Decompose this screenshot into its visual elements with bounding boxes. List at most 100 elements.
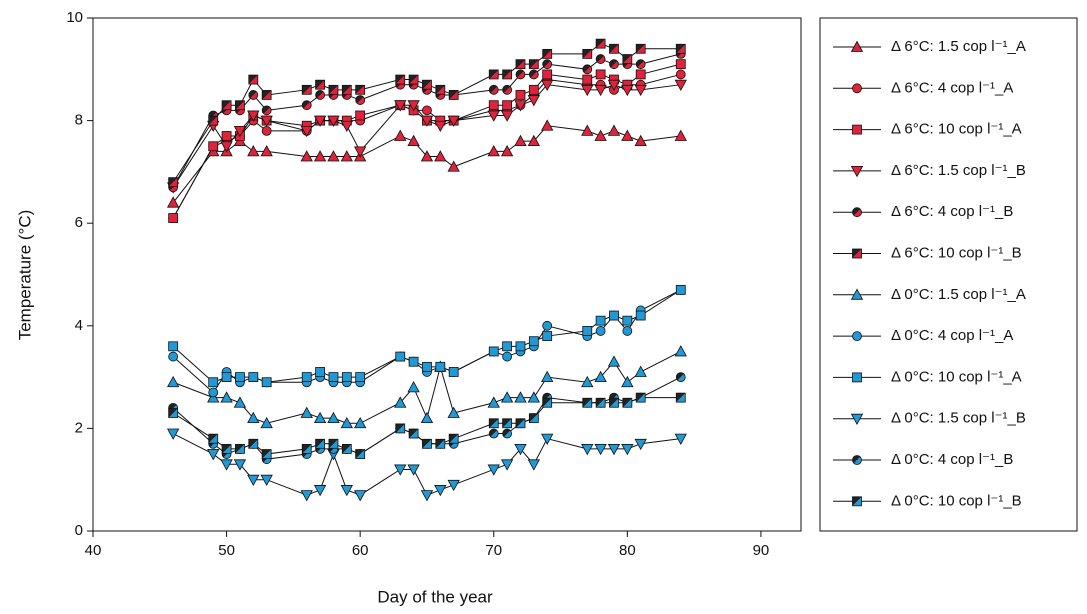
marker — [435, 438, 446, 449]
marker — [313, 150, 327, 162]
marker — [502, 69, 513, 80]
marker — [541, 79, 554, 92]
marker — [260, 474, 273, 487]
marker — [207, 449, 220, 461]
marker — [609, 397, 619, 408]
marker — [502, 351, 513, 362]
marker — [301, 84, 312, 95]
marker — [675, 372, 686, 383]
y-axis-label: Temperature (°C) — [15, 210, 34, 341]
marker — [261, 449, 272, 459]
marker — [221, 131, 232, 141]
marker — [488, 418, 499, 429]
marker — [247, 474, 260, 487]
marker — [166, 196, 180, 208]
marker — [208, 387, 219, 398]
marker — [261, 377, 272, 388]
marker — [328, 84, 339, 95]
marker — [674, 129, 687, 141]
marker — [675, 59, 686, 70]
marker — [622, 54, 633, 64]
marker — [622, 397, 633, 408]
marker — [635, 69, 646, 80]
legend-label: Δ 0°C: 4 cop l⁻¹_A — [891, 327, 1013, 344]
marker — [515, 418, 526, 429]
marker — [582, 74, 593, 85]
marker — [407, 381, 420, 393]
marker — [220, 391, 233, 403]
marker — [235, 372, 245, 383]
marker — [581, 444, 594, 456]
marker — [328, 438, 339, 449]
marker — [634, 84, 647, 97]
marker — [394, 129, 407, 141]
marker — [541, 433, 554, 445]
y-tick-label: 6 — [75, 214, 83, 231]
marker — [422, 79, 432, 90]
marker — [168, 213, 179, 223]
marker — [502, 341, 513, 352]
marker — [168, 177, 179, 188]
marker — [220, 459, 233, 471]
marker — [248, 90, 259, 100]
marker — [260, 145, 273, 157]
marker — [542, 320, 553, 331]
marker — [221, 372, 232, 383]
marker — [261, 90, 272, 100]
marker — [301, 372, 312, 383]
marker — [621, 375, 634, 388]
marker — [355, 372, 366, 383]
marker — [327, 115, 340, 127]
marker — [582, 397, 593, 408]
marker — [407, 464, 420, 476]
legend-label: Δ 6°C: 4 cop l⁻¹_A — [891, 79, 1013, 96]
marker — [582, 64, 593, 75]
marker — [407, 134, 420, 147]
x-tick-label: 60 — [352, 542, 369, 559]
marker — [582, 49, 593, 59]
marker — [515, 59, 526, 70]
marker — [488, 346, 499, 357]
y-tick-label: 4 — [75, 317, 83, 334]
marker — [607, 124, 621, 136]
marker — [635, 310, 646, 321]
marker — [447, 115, 460, 127]
marker — [247, 411, 260, 424]
marker — [420, 490, 434, 502]
marker — [594, 84, 607, 97]
marker — [488, 84, 499, 95]
marker — [675, 284, 686, 295]
marker — [674, 345, 687, 357]
marker — [595, 326, 606, 336]
marker — [313, 115, 327, 127]
marker — [300, 406, 313, 418]
x-tick-label: 40 — [85, 542, 102, 559]
marker — [541, 119, 554, 131]
marker — [448, 433, 459, 444]
marker — [261, 105, 272, 116]
marker — [340, 416, 353, 429]
marker — [634, 365, 647, 377]
marker — [327, 411, 340, 424]
marker — [595, 315, 606, 326]
marker — [581, 124, 594, 136]
marker — [488, 100, 499, 111]
marker — [301, 444, 312, 454]
marker — [420, 115, 434, 127]
marker — [420, 411, 434, 424]
legend-marker — [850, 413, 864, 426]
marker — [675, 69, 686, 80]
marker — [394, 100, 407, 112]
y-tick-label: 8 — [75, 112, 83, 129]
marker — [408, 356, 419, 367]
marker — [581, 84, 594, 97]
y-tick-label: 2 — [75, 419, 83, 436]
marker — [542, 49, 553, 59]
legend-label: Δ 0°C: 1.5 cop l⁻¹_A — [891, 286, 1026, 303]
marker — [542, 331, 553, 341]
marker — [168, 351, 179, 362]
legend-marker — [852, 248, 862, 259]
marker — [595, 54, 606, 64]
marker — [341, 444, 352, 454]
